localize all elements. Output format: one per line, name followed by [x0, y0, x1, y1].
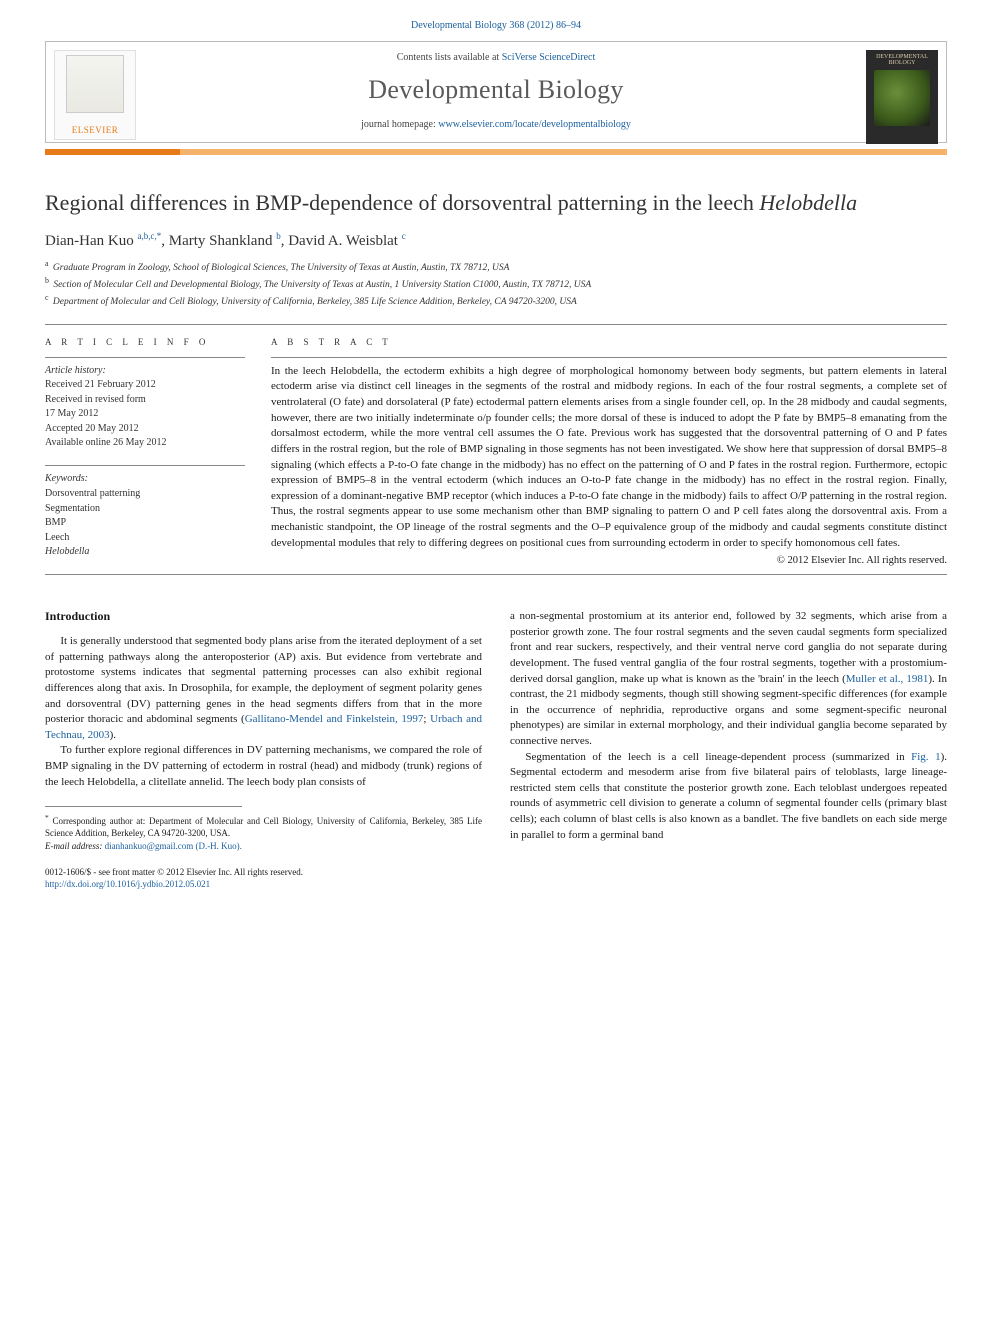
body-two-column: Introduction It is generally understood … [45, 609, 947, 890]
author-2-affil[interactable]: b [276, 231, 281, 241]
keyword-item: BMP [45, 516, 245, 531]
author-1: Dian-Han Kuo a,b,c,* [45, 233, 161, 249]
author-1-corresponding-link[interactable]: * [157, 231, 162, 241]
author-3: David A. Weisblat c [288, 233, 406, 249]
horizontal-rule [45, 574, 947, 575]
horizontal-rule [45, 324, 947, 325]
article-info-column: A R T I C L E I N F O Article history: R… [45, 337, 245, 566]
keywords-block: Keywords: Dorsoventral patterning Segmen… [45, 465, 245, 560]
journal-header: ELSEVIER DEVELOPMENTAL BIOLOGY Contents … [45, 41, 947, 143]
history-received: Received 21 February 2012 [45, 378, 245, 393]
history-online: Available online 26 May 2012 [45, 436, 245, 451]
doi-link[interactable]: http://dx.doi.org/10.1016/j.ydbio.2012.0… [45, 879, 210, 889]
affiliations: a Graduate Program in Zoology, School of… [45, 258, 947, 310]
history-revised-line2: 17 May 2012 [45, 407, 245, 422]
abstract-column: A B S T R A C T In the leech Helobdella,… [271, 337, 947, 566]
intro-paragraph-1: It is generally understood that segmente… [45, 634, 482, 743]
publisher-logo: ELSEVIER [54, 50, 136, 140]
title-text: Regional differences in BMP-dependence o… [45, 190, 759, 215]
author-list: Dian-Han Kuo a,b,c,*, Marty Shankland b,… [45, 231, 947, 250]
citation-link[interactable]: Muller et al., 1981 [846, 673, 929, 685]
abstract-body: In the leech Helobdella, the ectoderm ex… [271, 357, 947, 551]
homepage-line: journal homepage: www.elsevier.com/locat… [151, 119, 841, 130]
keyword-item: Dorsoventral patterning [45, 487, 245, 502]
affiliation-b: b Section of Molecular Cell and Developm… [45, 275, 947, 292]
keywords-label: Keywords: [45, 472, 245, 487]
author-1-affil[interactable]: a,b,c, [137, 231, 156, 241]
body-column-right: a non-segmental prostomium at its anteri… [510, 609, 947, 890]
history-revised-line1: Received in revised form [45, 393, 245, 408]
author-3-affil[interactable]: c [402, 231, 406, 241]
footnote-separator [45, 806, 242, 807]
keyword-item: Leech [45, 531, 245, 546]
body-column-left: Introduction It is generally understood … [45, 609, 482, 890]
homepage-prefix: journal homepage: [361, 119, 438, 130]
elsevier-tree-icon [66, 55, 124, 113]
decorative-orange-rule [45, 149, 947, 155]
front-matter-line: 0012-1606/$ - see front matter © 2012 El… [45, 866, 482, 878]
journal-homepage-link[interactable]: www.elsevier.com/locate/developmentalbio… [438, 119, 631, 130]
title-species-italic: Helobdella [759, 190, 857, 215]
article-history: Article history: Received 21 February 20… [45, 357, 245, 451]
contents-prefix: Contents lists available at [397, 52, 502, 63]
abstract-copyright: © 2012 Elsevier Inc. All rights reserved… [271, 555, 947, 566]
corresponding-email-link[interactable]: dianhankuo@gmail.com (D.-H. Kuo). [105, 841, 242, 851]
body-paragraph: Segmentation of the leech is a cell line… [510, 750, 947, 844]
cover-image-icon [874, 70, 930, 126]
introduction-heading: Introduction [45, 609, 482, 624]
sciencedirect-link[interactable]: SciVerse ScienceDirect [502, 52, 596, 63]
corresponding-author-footnote: * Corresponding author at: Department of… [45, 813, 482, 851]
abstract-heading: A B S T R A C T [271, 337, 947, 347]
publisher-name: ELSEVIER [72, 125, 119, 135]
affiliation-c: c Department of Molecular and Cell Biolo… [45, 292, 947, 309]
footnote-star: * [45, 813, 49, 822]
article-title: Regional differences in BMP-dependence o… [45, 189, 947, 217]
doi-block: 0012-1606/$ - see front matter © 2012 El… [45, 866, 482, 890]
body-paragraph: a non-segmental prostomium at its anteri… [510, 609, 947, 749]
journal-cover-thumbnail: DEVELOPMENTAL BIOLOGY [866, 50, 938, 144]
contents-line: Contents lists available at SciVerse Sci… [151, 52, 841, 63]
journal-name: Developmental Biology [151, 75, 841, 105]
citation-link[interactable]: Gallitano-Mendel and Finkelstein, 1997 [245, 713, 424, 725]
history-label: Article history: [45, 364, 245, 379]
keyword-item: Helobdella [45, 545, 245, 560]
affiliation-a: a Graduate Program in Zoology, School of… [45, 258, 947, 275]
history-accepted: Accepted 20 May 2012 [45, 422, 245, 437]
running-head-link[interactable]: Developmental Biology 368 (2012) 86–94 [411, 20, 581, 31]
author-2: Marty Shankland b [169, 233, 281, 249]
cover-label: DEVELOPMENTAL BIOLOGY [870, 54, 934, 66]
footnote-text: Corresponding author at: Department of M… [45, 816, 482, 838]
intro-paragraph-2: To further explore regional differences … [45, 743, 482, 790]
running-head: Developmental Biology 368 (2012) 86–94 [45, 20, 947, 31]
info-abstract-row: A R T I C L E I N F O Article history: R… [45, 337, 947, 566]
keyword-item: Segmentation [45, 502, 245, 517]
email-label: E-mail address: [45, 841, 102, 851]
figure-link[interactable]: Fig. 1 [911, 751, 940, 763]
article-info-heading: A R T I C L E I N F O [45, 337, 245, 347]
